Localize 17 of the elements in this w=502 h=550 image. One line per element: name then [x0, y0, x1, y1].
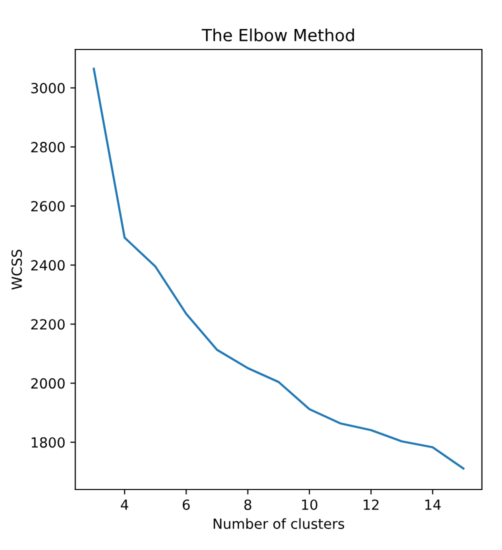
y-tick-label: 2200 — [31, 319, 65, 330]
line-series — [92, 68, 464, 470]
y-tick-label: 2000 — [31, 378, 65, 389]
x-tick-label: 12 — [364, 499, 378, 510]
y-tick-label: 2800 — [31, 142, 65, 152]
x-tick-label: 8 — [244, 499, 252, 510]
x-tick-label: 4 — [120, 500, 128, 510]
y-axis-title: WCSS — [11, 250, 22, 290]
x-tick-label: 10 — [302, 499, 318, 510]
y-tick-label: 2400 — [31, 260, 65, 271]
y-tick-label: 2600 — [31, 200, 65, 212]
x-tick-label: 14 — [425, 500, 441, 510]
chart-title: The Elbow Method — [202, 28, 354, 42]
y-tick-label: 1800 — [32, 437, 65, 448]
x-tick-label: 6 — [182, 499, 190, 510]
y-tick-label: 3000 — [31, 82, 65, 94]
x-axis-title: Number of clusters — [214, 518, 344, 529]
